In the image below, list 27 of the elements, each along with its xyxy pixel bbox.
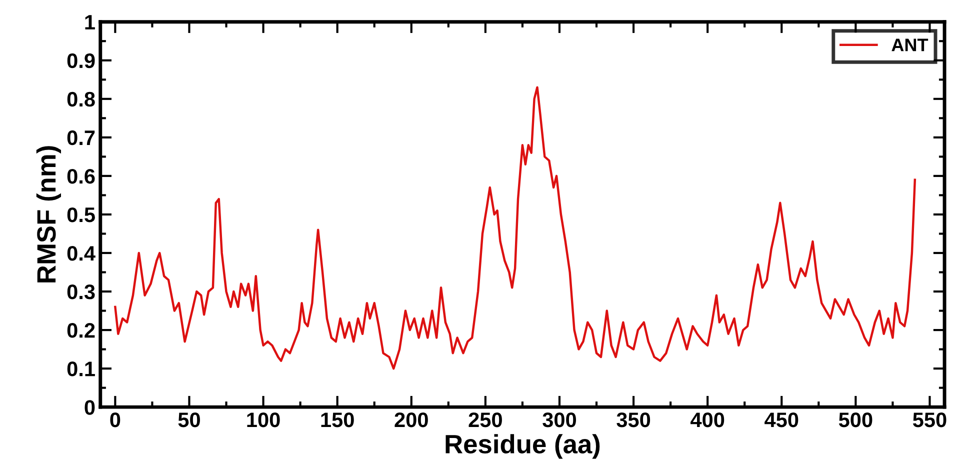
x-tick-label: 250 xyxy=(468,412,502,428)
x-tick-label: 50 xyxy=(178,412,200,428)
x-tick-label: 400 xyxy=(690,412,724,428)
y-tick-label: 0.4 xyxy=(67,246,96,261)
y-axis-title: RMSF (nm) xyxy=(36,146,62,282)
x-tick-label: 100 xyxy=(247,412,280,428)
y-tick-label: 0.9 xyxy=(67,53,95,68)
x-tick-label: 350 xyxy=(616,412,650,428)
x-tick-label: 0 xyxy=(110,412,120,428)
y-tick-label: 0.2 xyxy=(67,323,95,338)
y-tick-label: 0 xyxy=(84,400,95,415)
x-axis-title: Residue (aa) xyxy=(446,434,600,459)
y-tick-label: 0.7 xyxy=(67,130,95,146)
y-tick-label: 0.8 xyxy=(67,92,95,107)
y-tick-label: 0.5 xyxy=(67,207,95,222)
y-tick-label: 0.6 xyxy=(67,168,95,184)
y-tick-label: 0.3 xyxy=(67,284,95,300)
x-tick-label: 550 xyxy=(912,412,946,428)
x-tick-label: 300 xyxy=(542,412,576,428)
y-tick-label: 1 xyxy=(85,15,95,30)
x-tick-label: 150 xyxy=(321,412,354,428)
x-tick-label: 450 xyxy=(764,412,798,428)
legend-label: ANT xyxy=(892,38,928,52)
line-series xyxy=(114,86,916,370)
x-tick-label: 500 xyxy=(838,412,872,428)
x-tick-label: 200 xyxy=(394,412,428,428)
y-tick-label: 0.1 xyxy=(67,362,95,376)
